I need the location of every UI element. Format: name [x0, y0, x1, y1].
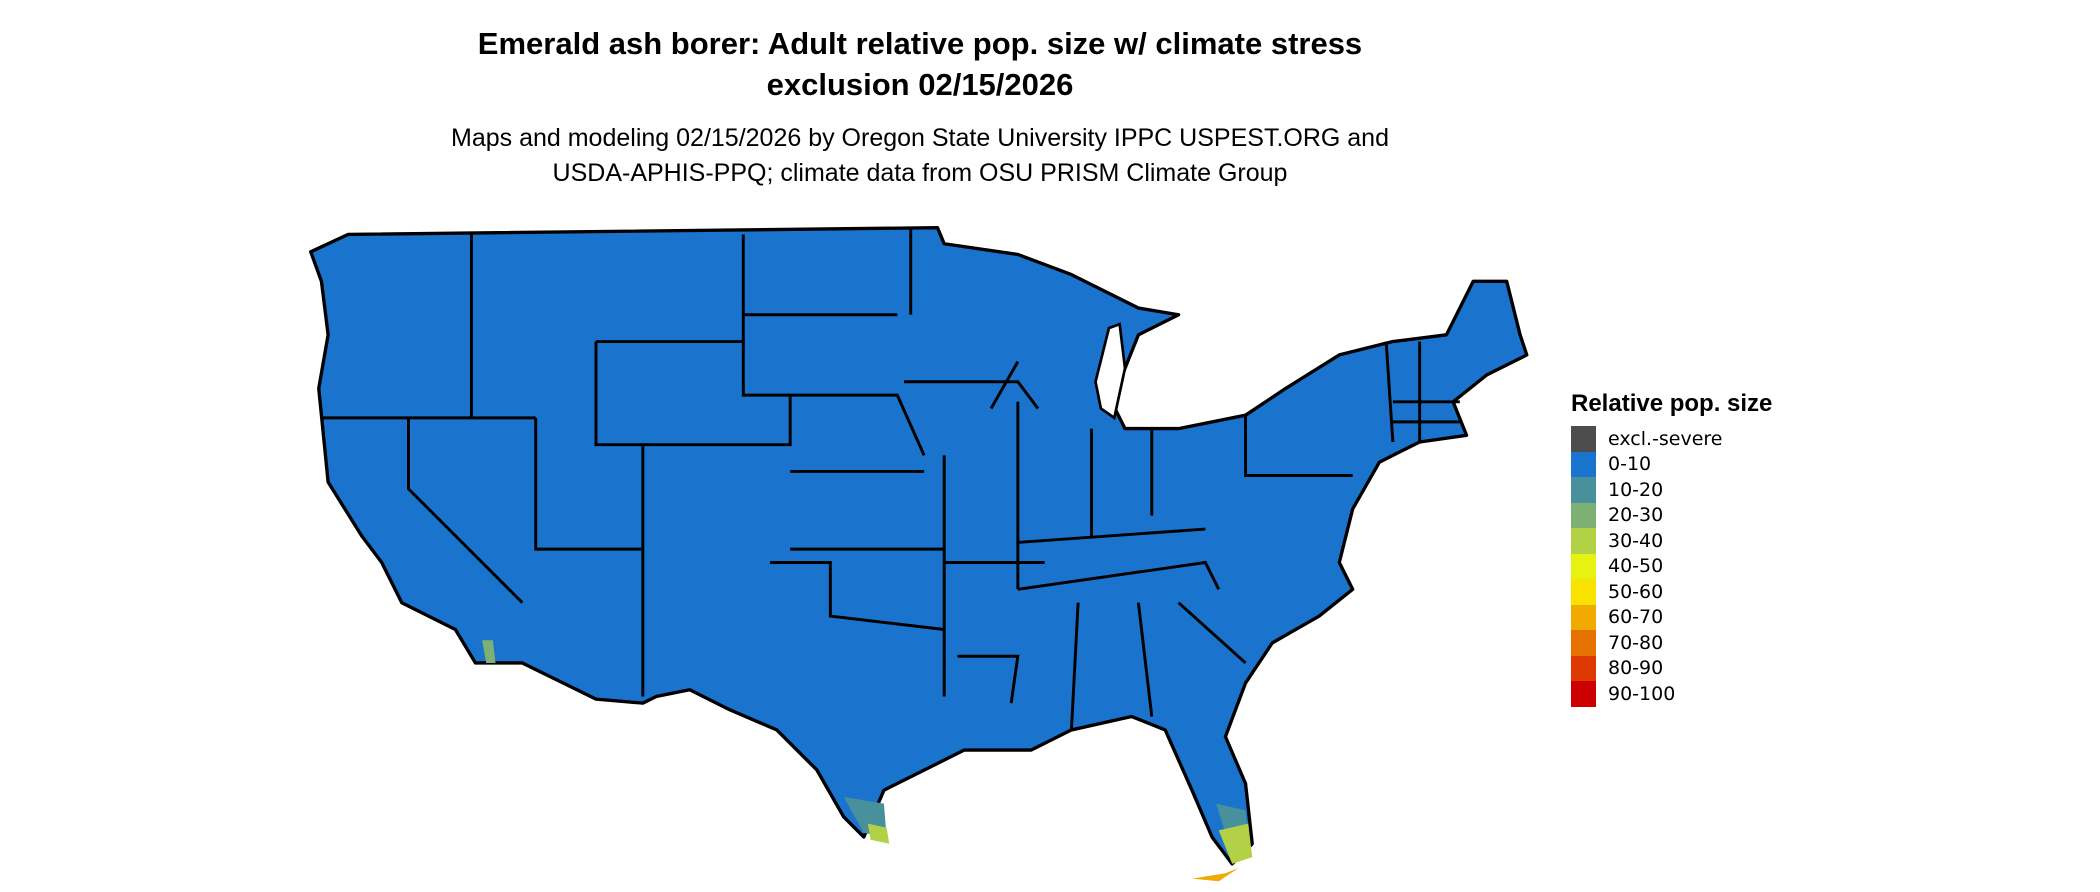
legend-item: 70-80 — [1571, 630, 1772, 656]
legend-swatch — [1571, 451, 1596, 477]
legend-item: 30-40 — [1571, 528, 1772, 554]
lake-michigan — [1094, 322, 1127, 421]
legend-swatch — [1571, 655, 1596, 681]
legend-item: 0-10 — [1571, 451, 1772, 477]
map-title-line1: Emerald ash borer: Adult relative pop. s… — [477, 26, 1363, 61]
legend-label: 50-60 — [1608, 580, 1664, 603]
legend-item: excl.-severe — [1571, 426, 1772, 452]
legend-label: 20-30 — [1608, 504, 1664, 527]
legend-label: 90-100 — [1608, 682, 1676, 705]
legend-item: 80-90 — [1571, 655, 1772, 681]
legend-swatch — [1571, 502, 1596, 528]
map-subtitle-line1: Maps and modeling 02/15/2026 by Oregon S… — [451, 124, 1389, 152]
legend-item: 20-30 — [1571, 502, 1772, 528]
legend-item: 50-60 — [1571, 579, 1772, 605]
map-subtitle-line2: USDA-APHIS-PPQ; climate data from OSU PR… — [552, 159, 1288, 187]
legend-item: 40-50 — [1571, 553, 1772, 579]
high-value-patches — [482, 640, 1253, 882]
legend: Relative pop. size excl.-severe 0-10 10-20… — [1571, 390, 1772, 707]
legend-label: 0-10 — [1608, 453, 1652, 476]
legend-swatch — [1571, 553, 1596, 579]
us-outline — [309, 226, 1529, 866]
state-borders — [321, 227, 1460, 731]
legend-swatch — [1571, 604, 1596, 630]
legend-swatch — [1571, 579, 1596, 605]
legend-label: excl.-severe — [1608, 427, 1723, 450]
legend-item: 10-20 — [1571, 477, 1772, 503]
legend-title: Relative pop. size — [1571, 390, 1773, 417]
legend-label: 70-80 — [1608, 631, 1664, 654]
legend-label: 80-90 — [1608, 657, 1664, 680]
legend-item: 90-100 — [1571, 681, 1772, 707]
legend-item: 60-70 — [1571, 604, 1772, 630]
legend-swatch — [1571, 630, 1596, 656]
legend-swatch — [1571, 477, 1596, 503]
legend-label: 40-50 — [1608, 555, 1664, 578]
legend-swatch — [1571, 426, 1596, 452]
legend-label: 30-40 — [1608, 529, 1664, 552]
legend-swatch — [1571, 681, 1596, 707]
legend-label: 60-70 — [1608, 606, 1664, 629]
legend-label: 10-20 — [1608, 478, 1664, 501]
legend-swatch — [1571, 528, 1596, 554]
map-title-line2: exclusion 02/15/2026 — [766, 67, 1074, 102]
